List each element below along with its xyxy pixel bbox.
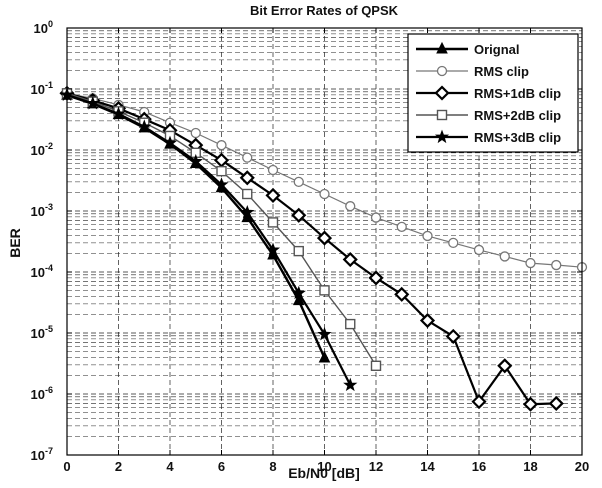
- series-point: [497, 358, 513, 374]
- x-tick-label: 8: [269, 459, 276, 474]
- series-point: [214, 177, 229, 191]
- series-point: [394, 286, 410, 302]
- series-point: [551, 259, 562, 271]
- legend-marker: [436, 109, 448, 121]
- series-point: [216, 165, 227, 177]
- y-tick-label: 10-1: [31, 80, 53, 97]
- series-point: [265, 242, 281, 256]
- y-tick-label: 10-3: [31, 202, 53, 219]
- y-tick-label: 10-6: [31, 385, 53, 402]
- series-point: [216, 140, 227, 151]
- x-tick-label: 0: [63, 459, 70, 474]
- series-point: [319, 285, 330, 296]
- legend-item: RMS clip: [416, 64, 529, 79]
- y-tick-label: 10-5: [31, 324, 53, 341]
- x-tick-label: 16: [472, 459, 486, 474]
- y-tick-label: 10-4: [31, 263, 53, 280]
- series-point: [293, 245, 304, 257]
- x-tick-label: 20: [575, 459, 589, 474]
- legend-item: RMS+2dB clip: [416, 108, 561, 123]
- chart-title: Bit Error Rates of QPSK: [250, 3, 399, 18]
- series-point: [342, 251, 358, 268]
- x-tick-label: 12: [369, 459, 383, 474]
- series-point: [345, 201, 356, 212]
- legend-marker: [436, 41, 448, 54]
- x-tick-label: 2: [115, 459, 122, 474]
- legend-marker: [434, 85, 450, 101]
- y-tick-label: 10-2: [31, 141, 53, 158]
- series-point: [368, 270, 384, 286]
- x-axis-label: Eb/N0 [dB]: [288, 465, 360, 481]
- series-point: [137, 119, 152, 133]
- series-point: [448, 237, 459, 249]
- series-point: [445, 328, 461, 344]
- series-point: [522, 396, 539, 412]
- series-5: [59, 87, 358, 392]
- series-point: [473, 244, 485, 256]
- series-point: [85, 95, 100, 110]
- series-point: [291, 285, 306, 300]
- series-point: [292, 293, 305, 306]
- series-point: [499, 251, 510, 262]
- series-point: [291, 207, 307, 223]
- series-point: [422, 230, 433, 242]
- legend-label: RMS+3dB clip: [474, 130, 561, 145]
- series-point: [267, 217, 279, 228]
- series-point: [396, 221, 407, 232]
- tick-layer: 0 2 4 6 8 10 12 14 16 18 20 100 10-1 10-2 10-3 10-4 10-5…: [31, 19, 590, 474]
- legend-marker: [434, 129, 450, 144]
- series-point: [188, 153, 203, 168]
- series-point: [242, 152, 253, 163]
- legend-label: Orignal: [474, 42, 520, 57]
- legend-item: RMS+3dB clip: [416, 129, 561, 145]
- series-point: [242, 188, 253, 200]
- legend-label: RMS+1dB clip: [474, 86, 561, 101]
- series-point: [317, 327, 332, 341]
- legend-marker: [436, 65, 448, 77]
- series-point: [239, 170, 255, 186]
- series-point: [293, 176, 304, 188]
- x-tick-label: 10: [317, 459, 331, 474]
- legend-item: Orignal: [416, 41, 520, 57]
- series-point: [319, 188, 330, 200]
- series-point: [190, 127, 201, 139]
- y-tick-label: 10-7: [31, 446, 53, 463]
- series-point: [162, 135, 178, 150]
- x-tick-label: 4: [166, 459, 174, 474]
- series-point: [471, 394, 487, 410]
- series-point: [525, 257, 536, 269]
- y-axis-label: BER: [7, 228, 23, 258]
- x-tick-label: 6: [218, 459, 225, 474]
- series-point: [267, 164, 279, 176]
- series-point: [345, 318, 356, 330]
- series-point: [419, 312, 436, 329]
- legend-label: RMS clip: [474, 64, 529, 79]
- series-point: [343, 377, 358, 392]
- y-tick-label: 100: [34, 19, 53, 36]
- series-point: [111, 106, 126, 120]
- series-point: [265, 187, 281, 203]
- x-tick-label: 18: [523, 459, 537, 474]
- series-point: [548, 395, 564, 412]
- legend-label: RMS+2dB clip: [474, 108, 561, 123]
- series-point: [240, 204, 255, 219]
- legend-item: RMS+1dB clip: [416, 85, 561, 101]
- series-point: [316, 230, 333, 246]
- x-tick-label: 14: [420, 459, 435, 474]
- series-point: [318, 350, 331, 363]
- series-point: [370, 212, 382, 223]
- legend: Orignal RMS clip RMS+1dB clip RMS+2dB clip R…: [407, 33, 579, 153]
- series-point: [370, 360, 382, 371]
- series-2: [61, 88, 588, 273]
- series-layer: [59, 85, 588, 412]
